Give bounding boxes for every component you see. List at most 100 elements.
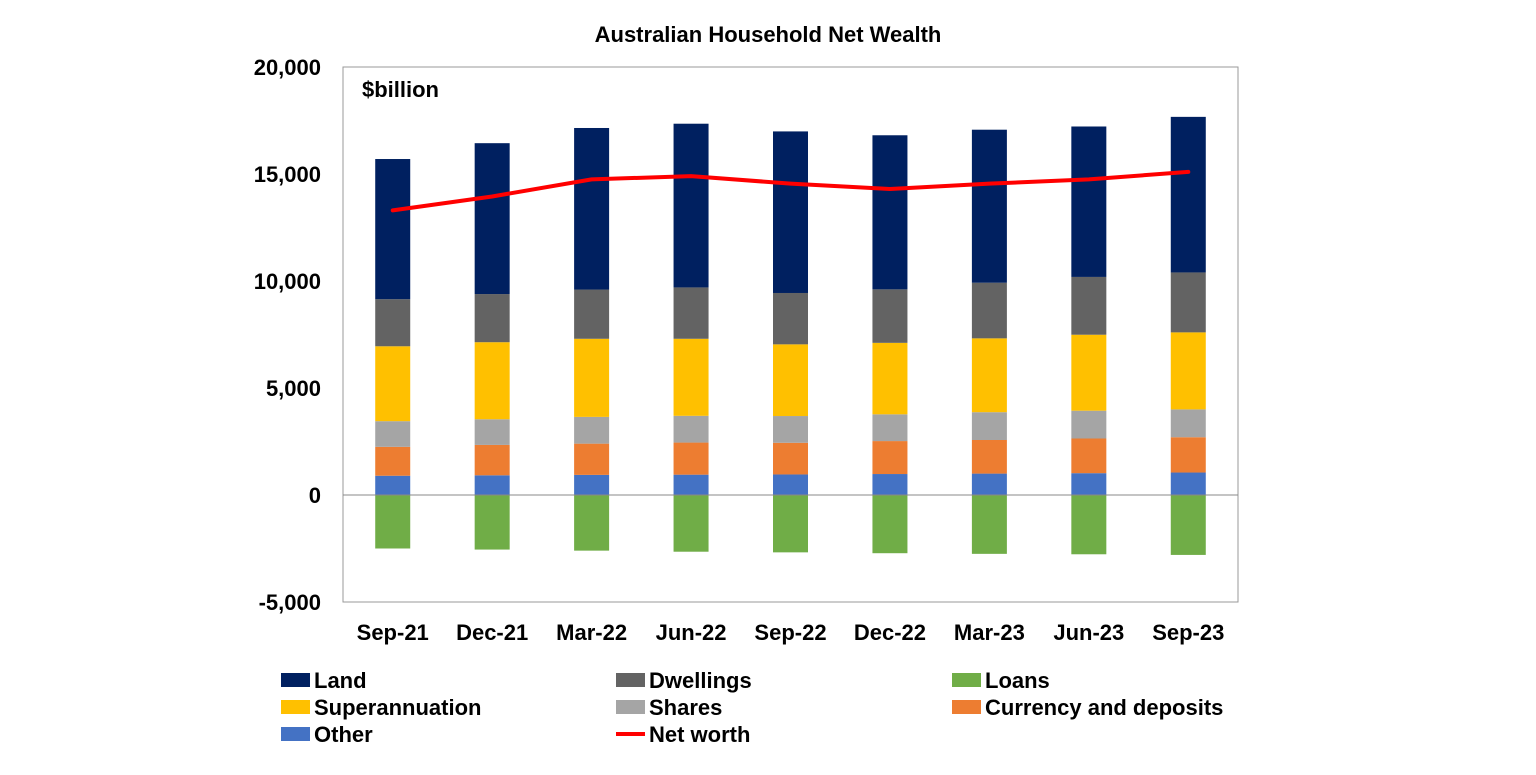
bar-super-mar-23 (971, 338, 1007, 413)
net-worth-line-group (390, 169, 1191, 213)
bar-currency-dec-22 (872, 441, 908, 475)
x-tick-label: Jun-23 (1053, 620, 1124, 645)
bar-land-dec-22 (872, 135, 908, 290)
legend-label-super: Superannuation (314, 695, 481, 720)
bar-dwellings-sep-23 (1170, 272, 1206, 333)
bar-loans-sep-21 (375, 495, 411, 549)
x-tick-label: Sep-21 (357, 620, 429, 645)
bar-currency-sep-22 (773, 442, 808, 475)
legend-swatch-other (281, 727, 310, 741)
legend-label-currency: Currency and deposits (985, 695, 1223, 720)
y-tick-label: 0 (309, 483, 321, 508)
bar-loans-dec-21 (474, 495, 510, 550)
bar-shares-sep-23 (1170, 409, 1206, 438)
bar-shares-sep-21 (375, 421, 411, 447)
legend-label-shares: Shares (649, 695, 722, 720)
bar-loans-mar-22 (574, 495, 610, 551)
bar-other-sep-22 (773, 474, 808, 495)
x-tick-label: Jun-22 (656, 620, 727, 645)
bar-currency-sep-23 (1170, 437, 1206, 473)
legend-swatch-land (281, 673, 310, 687)
chart-title: Australian Household Net Wealth (595, 22, 942, 47)
unit-label: $billion (362, 77, 439, 102)
x-axis-ticks: Sep-21 Dec-21 Mar-22 Jun-22 Sep-22 Dec-22 Mar-… (357, 620, 1225, 645)
bar-currency-jun-22 (673, 442, 709, 475)
bar-super-sep-21 (375, 346, 411, 422)
bar-loans-jun-22 (673, 495, 709, 552)
bar-shares-mar-22 (574, 416, 610, 444)
bar-other-dec-21 (474, 475, 510, 495)
bar-dwellings-jun-22 (673, 287, 709, 339)
bar-super-jun-22 (673, 338, 709, 416)
bar-other-jun-23 (1071, 473, 1107, 495)
legend-swatch-loans (952, 673, 981, 687)
x-tick-label: Sep-22 (754, 620, 826, 645)
bar-super-sep-22 (773, 344, 808, 417)
bar-dwellings-dec-21 (474, 294, 510, 343)
plot-area-border (342, 66, 1239, 603)
bar-land-sep-23 (1170, 116, 1206, 273)
bar-loans-jun-23 (1071, 495, 1107, 555)
bar-other-jun-22 (673, 474, 709, 495)
legend-swatch-currency (952, 700, 981, 714)
x-tick-label: Mar-22 (556, 620, 627, 645)
legend-label-net_worth: Net worth (649, 722, 750, 747)
x-tick-label: Dec-21 (456, 620, 528, 645)
bar-dwellings-dec-22 (872, 289, 908, 343)
y-tick-label: 15,000 (254, 162, 321, 187)
bar-super-sep-23 (1170, 332, 1206, 410)
bar-land-sep-21 (375, 159, 411, 300)
legend-swatch-shares (616, 700, 645, 714)
bar-other-mar-23 (971, 473, 1007, 495)
bar-dwellings-mar-23 (971, 282, 1007, 339)
bar-shares-dec-21 (474, 419, 510, 445)
bar-super-mar-22 (574, 338, 610, 417)
legend: Land Dwellings Loans Superannuation Shares Cu… (281, 668, 1223, 747)
x-tick-label: Mar-23 (954, 620, 1025, 645)
y-tick-label: 5,000 (266, 376, 321, 401)
bar-shares-jun-23 (1071, 410, 1107, 439)
bar-shares-dec-22 (872, 414, 908, 442)
y-axis-ticks: -5,000 0 5,000 10,000 15,000 20,000 (254, 55, 321, 615)
legend-swatch-dwellings (616, 673, 645, 687)
bar-loans-sep-23 (1170, 495, 1206, 555)
legend-label-loans: Loans (985, 668, 1050, 693)
bar-land-jun-22 (673, 123, 709, 288)
bar-dwellings-sep-22 (773, 292, 808, 345)
legend-label-land: Land (314, 668, 367, 693)
bar-shares-sep-22 (773, 416, 808, 443)
bar-other-mar-22 (574, 474, 610, 495)
bar-shares-mar-23 (971, 412, 1007, 441)
bar-super-jun-23 (1071, 334, 1107, 411)
y-tick-label: -5,000 (259, 590, 321, 615)
legend-label-dwellings: Dwellings (649, 668, 752, 693)
y-tick-label: 10,000 (254, 269, 321, 294)
bar-loans-sep-22 (773, 495, 808, 553)
bar-other-dec-22 (872, 474, 908, 495)
bar-other-sep-21 (375, 475, 411, 495)
bar-currency-dec-21 (474, 444, 510, 476)
bar-currency-sep-21 (375, 446, 411, 476)
bar-land-sep-22 (773, 131, 808, 293)
bar-dwellings-sep-21 (375, 299, 411, 347)
bar-land-mar-23 (971, 129, 1007, 283)
x-tick-label: Dec-22 (854, 620, 926, 645)
bar-currency-mar-22 (574, 443, 610, 475)
bar-loans-mar-23 (971, 495, 1007, 554)
bar-land-dec-21 (474, 143, 510, 295)
bar-currency-jun-23 (1071, 438, 1107, 474)
bar-super-dec-22 (872, 342, 908, 415)
bar-other-sep-23 (1170, 472, 1206, 495)
bar-series-group (375, 116, 1206, 555)
bar-dwellings-jun-23 (1071, 276, 1107, 335)
bar-currency-mar-23 (971, 440, 1007, 474)
bar-loans-dec-22 (872, 495, 908, 554)
legend-swatch-super (281, 700, 310, 714)
bar-land-jun-23 (1071, 126, 1107, 277)
bar-dwellings-mar-22 (574, 289, 610, 339)
y-tick-label: 20,000 (254, 55, 321, 80)
bar-super-dec-21 (474, 342, 510, 420)
bar-land-mar-22 (574, 127, 610, 290)
legend-label-other: Other (314, 722, 373, 747)
